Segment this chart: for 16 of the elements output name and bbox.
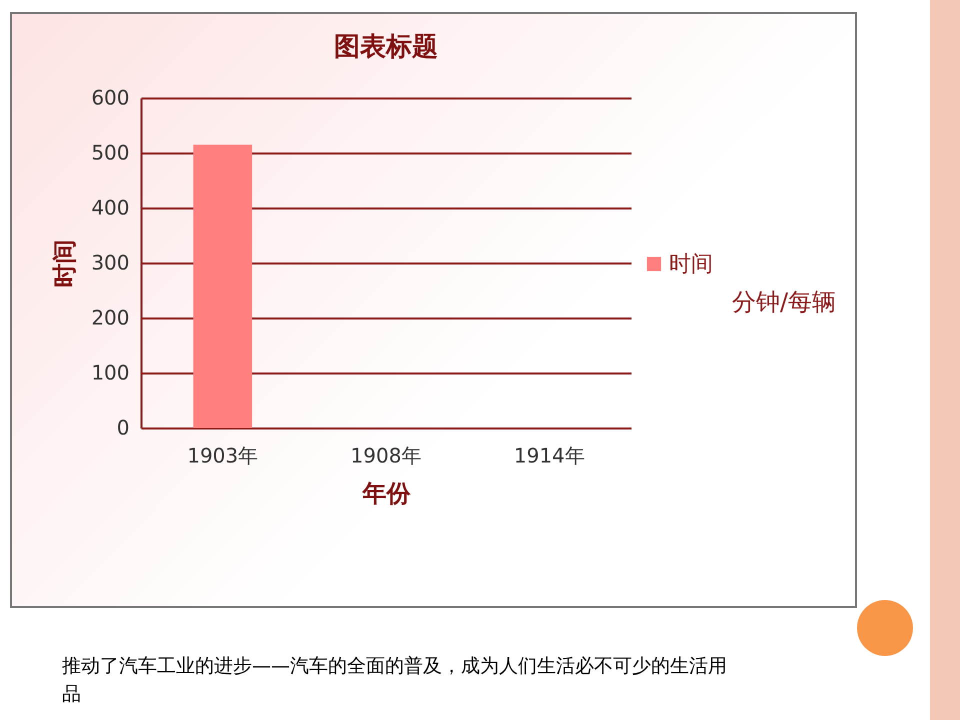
x-tick-label: 1914年 (514, 444, 585, 468)
y-tick-label: 0 (116, 416, 130, 440)
y-tick-label: 300 (91, 250, 130, 274)
x-tick-label: 1908年 (350, 444, 422, 468)
x-axis-title: 年份 (362, 480, 412, 508)
legend-label: 时间 (669, 252, 713, 277)
y-tick-label: 500 (91, 140, 130, 164)
y-tick-label: 400 (91, 196, 130, 220)
x-tick-label: 1903年 (187, 444, 258, 468)
y-tick-label: 200 (91, 306, 130, 330)
y-axis-title: 时间 (50, 240, 78, 288)
y-tick-label: 600 (91, 86, 130, 110)
text: 分钟/每辆 (732, 287, 836, 318)
y-tick-label: 100 (91, 360, 130, 384)
chart-title: 图表标题 (334, 32, 438, 62)
text: 推动了汽车工业的进步——汽车的全面的普及，成为人们生活必不可少的生活用品 (62, 654, 728, 707)
